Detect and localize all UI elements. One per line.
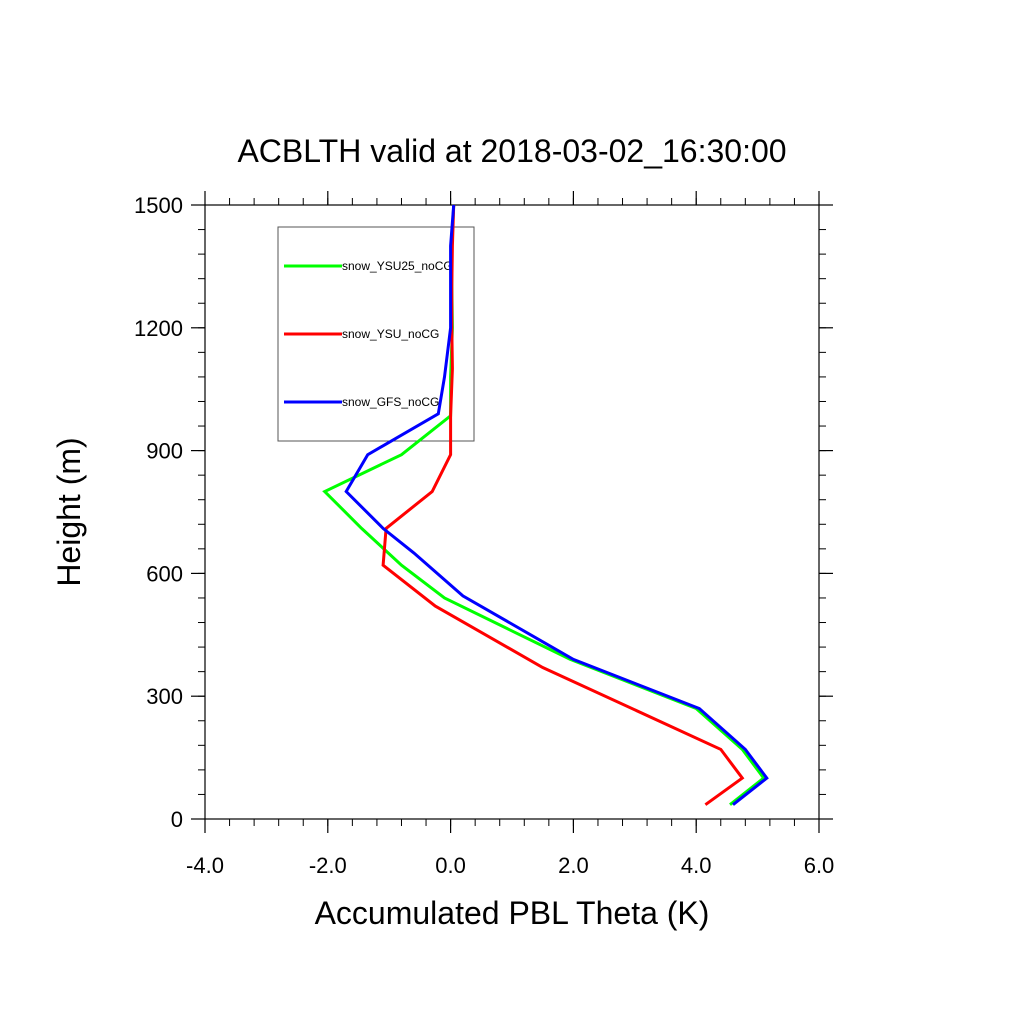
- chart-title: ACBLTH valid at 2018-03-02_16:30:00: [237, 133, 786, 169]
- x-tick-label: 4.0: [681, 853, 712, 878]
- legend-label: snow_YSU25_noCG: [342, 259, 453, 273]
- x-tick-label: 0.0: [435, 853, 466, 878]
- legend: snow_YSU25_noCG snow_YSU_noCG snow_GFS_noC…: [277, 226, 475, 442]
- y-tick-label: 0: [171, 807, 183, 832]
- y-tick-label: 1200: [134, 316, 183, 341]
- ticks-layer: -4.0 -2.0 0.0 2.0 4.0 6.0 0 300 600 900 1200 1500: [134, 191, 834, 878]
- plot-area: [204, 204, 820, 820]
- legend-label: snow_GFS_noCG: [342, 395, 439, 409]
- y-axis-label: Height (m): [51, 437, 87, 586]
- y-tick-label: 600: [146, 561, 183, 586]
- legend-label: snow_YSU_noCG: [342, 327, 439, 341]
- y-tick-label: 300: [146, 684, 183, 709]
- x-tick-label: 2.0: [558, 853, 589, 878]
- series-layer: [322, 204, 769, 806]
- x-tick-label: -4.0: [186, 853, 224, 878]
- y-tick-label: 900: [146, 439, 183, 464]
- y-tick-label: 1500: [134, 193, 183, 218]
- series-line-snow_GFS_noCG: [344, 204, 769, 806]
- x-tick-label: -2.0: [309, 853, 347, 878]
- x-tick-label: 6.0: [804, 853, 835, 878]
- x-axis-label: Accumulated PBL Theta (K): [315, 895, 710, 931]
